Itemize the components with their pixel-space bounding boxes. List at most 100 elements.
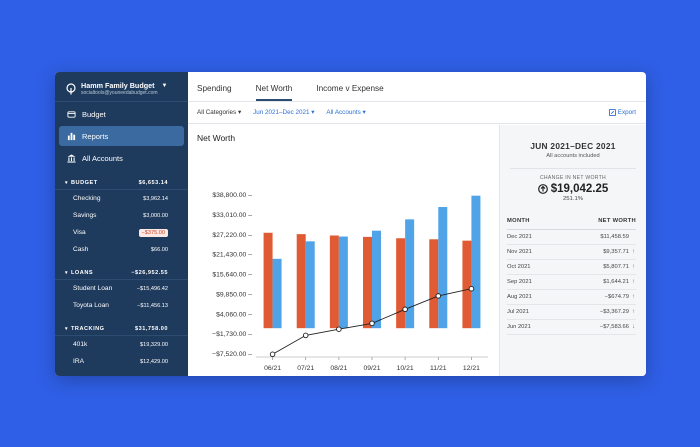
main-content: Spending Net Worth Income v Expense All … [188,72,646,376]
export-button[interactable]: Export [608,109,636,116]
caret-down-icon: ▾ [362,109,366,116]
bar-orange [263,232,273,329]
row-net-worth: $1,644.21 ↑ [603,279,636,285]
nav-all-accounts-label: All Accounts [82,153,123,163]
chevron-down-icon: ▼ [161,83,168,89]
y-tick-label: $4,060.00 – [216,311,252,318]
row-value: −$7,583.66 [599,324,629,330]
arrow-up-icon: ↑ [632,264,635,270]
account-row-visa[interactable]: Visa −$375.00 [55,224,188,241]
account-row-cash[interactable]: Cash $66.00 [55,241,188,258]
row-month: Jun 2021 [507,324,531,330]
account-name: 401k [73,341,88,348]
account-row-checking[interactable]: Checking $3,962.14 [55,190,188,207]
row-month: Sep 2021 [507,279,532,285]
account-name: Savings [73,212,97,219]
x-tick-label: 09/21 [363,365,380,372]
x-tick-label: 10/21 [397,365,414,372]
account-row-401k[interactable]: 401k $19,329.00 [55,336,188,353]
tree-icon [66,83,76,95]
group-budget-header[interactable]: ▾ BUDGET $6,653.14 [55,176,188,190]
report-tabs: Spending Net Worth Income v Expense [188,72,646,102]
account-name: Checking [73,195,101,202]
accounts-filter[interactable]: All Accounts ▾ [326,109,365,116]
account-row-toyota-loan[interactable]: Toyota Loan −$11,456.13 [55,297,188,314]
account-row-savings[interactable]: Savings $3,000.00 [55,207,188,224]
table-row: Nov 2021 $9,357.71 ↑ [507,245,636,260]
arrow-down-icon: ↓ [632,324,635,330]
account-row-ira[interactable]: IRA $12,429.00 [55,353,188,370]
change-percent: 251.1% [563,196,583,202]
chart-title: Net Worth [197,133,236,143]
table-row: Sep 2021 $1,644.21 ↑ [507,275,636,290]
table-row: Oct 2021 $5,807.71 ↑ [507,260,636,275]
account-name: Student Loan [73,285,113,292]
account-email: socialtools@youneedabudget.com [81,90,158,96]
x-tick-label: 07/21 [297,365,314,372]
row-month: Aug 2021 [507,294,532,300]
divider [510,168,636,169]
accounts-filter-label: All Accounts [326,109,361,116]
arrow-up-icon: ↑ [632,279,635,285]
account-balance: $66.00 [150,246,168,253]
caret-down-icon: ▾ [311,109,315,116]
line-point [302,332,309,339]
x-tick-label: 12/21 [463,365,480,372]
nav-all-accounts[interactable]: All Accounts [59,148,184,168]
line-point [336,326,342,332]
y-tick-label: $21,430.00 – [212,252,252,259]
x-tick-label: 11/21 [430,365,447,372]
budget-icon [67,110,76,118]
tab-spending[interactable]: Spending [197,84,232,93]
bar-blue [405,219,415,329]
app-window: Hamm Family Budget socialtools@youneedab… [55,72,646,376]
bar-blue [471,195,481,329]
bar-blue [372,230,381,329]
account-balance: $12,429.00 [140,358,168,365]
date-range-filter[interactable]: Jun 2021–Dec 2021 ▾ [253,109,314,116]
nav-budget[interactable]: Budget [59,104,184,124]
table-row: Jul 2021 −$3,367.29 ↑ [507,305,636,320]
group-loans-header[interactable]: ▾ LOANS −$26,952.55 [55,266,188,280]
row-value: $11,458.59 [600,234,629,240]
account-balance: $3,000.00 [143,212,168,219]
y-tick-label: $38,800.00 – [212,192,252,199]
line-point [468,285,475,292]
group-total: $6,653.14 [138,179,168,186]
account-balance: −$15,496.42 [136,285,168,292]
export-icon [608,109,616,116]
row-value: $5,807.71 [603,264,629,270]
account-name: Visa [73,229,86,236]
x-tick-label: 06/21 [264,365,281,372]
chevron-down-icon: ▾ [65,325,69,332]
group-total: −$26,952.55 [131,269,168,276]
line-point [435,293,442,299]
tab-net-worth[interactable]: Net Worth [255,84,293,101]
group-tracking-header[interactable]: ▾ TRACKING $31,758.00 [55,322,188,336]
sidebar: Hamm Family Budget socialtools@youneedab… [55,72,188,376]
change-value: $19,042.25 [550,183,609,195]
nav-reports[interactable]: Reports [59,126,184,146]
categories-filter[interactable]: All Categories ▾ [197,109,241,116]
account-balance: $3,962.14 [143,195,168,202]
y-tick-label: $9,850.00 – [216,291,252,298]
main-nav: Budget Reports All Accounts [55,104,188,168]
line-point [402,306,408,313]
row-net-worth: $5,807.71 ↑ [603,264,636,270]
y-tick-label: $15,640.00 – [212,272,252,279]
bar-orange [329,235,339,329]
y-tick-label: −$7,520.00 – [212,351,252,358]
row-month: Oct 2021 [507,264,531,270]
net-worth-chart: Net Worth $38,800.00 – $33,010.00 – $27,22… [188,125,499,376]
tab-income-v-expense[interactable]: Income v Expense [316,84,384,93]
row-net-worth: $11,458.59 [600,234,636,240]
row-month: Nov 2021 [507,249,532,255]
line-point [269,351,276,358]
account-row-student-loan[interactable]: Student Loan −$15,496.42 [55,280,188,297]
networth-table-header: MONTH NET WORTH [507,218,636,230]
bar-blue [438,207,448,329]
budget-switcher[interactable]: Hamm Family Budget socialtools@youneedab… [55,72,188,102]
arrow-up-icon: ↑ [632,294,635,300]
arrow-up-circle-icon [537,184,548,194]
row-month: Jul 2021 [507,309,529,315]
